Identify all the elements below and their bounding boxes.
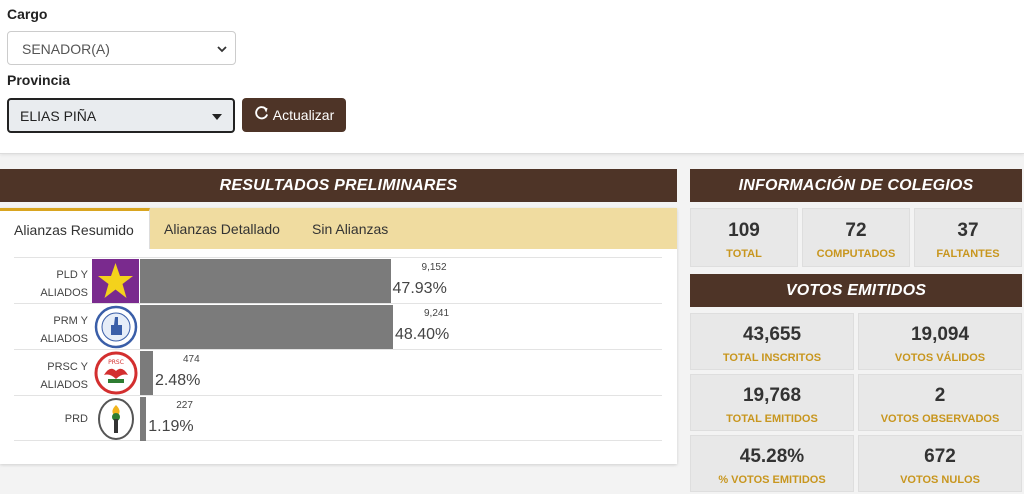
stat-value: 37 — [957, 220, 979, 241]
percent-label-pld: 47.93% — [392, 280, 447, 297]
party-name-prsc: PRSC Y ALIADOS — [40, 361, 88, 391]
stat-value: 19,094 — [910, 324, 970, 345]
chart-bar — [140, 397, 147, 441]
prsc-logo-text: PRSC — [108, 359, 124, 366]
party-row-prm: PRM Y ALIADOS 9,241 48.40% — [14, 303, 662, 349]
stat-value: 19,768 — [742, 385, 802, 406]
chevron-down-icon — [217, 42, 227, 56]
percent-label-prsc: 2.48% — [154, 372, 201, 389]
prsc-eagle-icon: PRSC — [92, 351, 139, 395]
stat-value: 72 — [845, 220, 867, 241]
stat-card-total-inscritos: 43,655 TOTAL INSCRITOS — [690, 313, 854, 370]
votes-label-prm: 9,241 — [424, 308, 450, 319]
votos-header: VOTOS EMITIDOS — [690, 274, 1022, 307]
results-header: RESULTADOS PRELIMINARES — [0, 169, 677, 202]
stat-label: FALTANTES — [936, 248, 1000, 260]
stat-label: COMPUTADOS — [816, 248, 896, 260]
tab-sin-alianzas[interactable]: Sin Alianzas — [312, 220, 389, 237]
provincia-label: Provincia — [7, 72, 71, 88]
stat-card-computados: 72 COMPUTADOS — [802, 208, 910, 267]
stat-label: VOTOS NULOS — [900, 474, 980, 486]
party-row-prsc: PRSC Y ALIADOS PRSC 474 2.48% — [14, 349, 662, 395]
stat-label: VOTOS OBSERVADOS — [880, 413, 1000, 425]
stat-label: TOTAL EMITIDOS — [726, 413, 818, 425]
chart-bar — [140, 351, 153, 395]
stat-card-votos-validos: 19,094 VOTOS VÁLIDOS — [858, 313, 1022, 370]
results-card: Alianzas Resumido Alianzas Detallado Sin… — [0, 208, 677, 464]
party-name-prd: PRD — [64, 413, 88, 425]
tab-alianzas-detallado[interactable]: Alianzas Detallado — [164, 220, 280, 237]
stat-value: 672 — [924, 446, 956, 467]
update-button-label: Actualizar — [272, 107, 335, 123]
provincia-select[interactable]: ELIAS PIÑA — [7, 98, 235, 133]
stat-card-total: 109 TOTAL — [690, 208, 798, 267]
cargo-select-value: SENADOR(A) — [22, 41, 110, 57]
votes-label-pld: 9,152 — [421, 262, 447, 273]
provincia-select-value: ELIAS PIÑA — [20, 108, 97, 124]
stat-value: 2 — [934, 385, 946, 406]
stat-card-votos-observados: 2 VOTOS OBSERVADOS — [858, 374, 1022, 431]
pld-star-icon — [92, 259, 139, 303]
stat-label: TOTAL INSCRITOS — [722, 352, 822, 364]
party-row-pld: PLD Y ALIADOS 9,152 47.93% — [14, 257, 662, 303]
votes-label-prd: 227 — [176, 400, 193, 411]
stat-card-total-emitidos: 19,768 TOTAL EMITIDOS — [690, 374, 854, 431]
votes-label-prsc: 474 — [182, 354, 200, 365]
party-name-pld: PLD Y ALIADOS — [40, 269, 88, 299]
chart-bar — [140, 305, 393, 349]
stat-label: VOTOS VÁLIDOS — [894, 352, 986, 364]
stat-value: 109 — [728, 220, 760, 241]
results-tabs: Alianzas Resumido Alianzas Detallado Sin… — [0, 208, 677, 249]
tab-alianzas-resumido[interactable]: Alianzas Resumido — [0, 208, 150, 249]
cargo-select[interactable]: SENADOR(A) — [7, 31, 236, 65]
update-button[interactable]: Actualizar — [242, 98, 346, 132]
stat-value: 45.28% — [739, 446, 805, 467]
prm-hand-icon — [92, 305, 139, 349]
caret-down-icon — [212, 114, 222, 120]
stat-card-pct-votos-emitidos: 45.28% % VOTOS EMITIDOS — [690, 435, 854, 492]
percent-label-prm: 48.40% — [395, 326, 450, 343]
party-name-prm: PRM Y ALIADOS — [40, 315, 88, 345]
party-row-prd: PRD 227 1.19% — [14, 395, 662, 441]
stat-value: 43,655 — [742, 324, 802, 345]
percent-label-prd: 1.19% — [148, 418, 194, 435]
colegios-header: INFORMACIÓN DE COLEGIOS — [690, 169, 1022, 202]
stat-label: % VOTOS EMITIDOS — [718, 474, 826, 486]
chart-bar — [140, 259, 391, 303]
refresh-icon — [254, 106, 269, 124]
stat-label: TOTAL — [726, 248, 762, 260]
stat-card-votos-nulos: 672 VOTOS NULOS — [858, 435, 1022, 492]
stat-card-faltantes: 37 FALTANTES — [914, 208, 1022, 267]
filter-panel: Cargo SENADOR(A) Provincia ELIAS PIÑA Ac… — [0, 0, 1024, 154]
prd-torch-icon — [92, 397, 139, 441]
cargo-label: Cargo — [7, 6, 48, 22]
